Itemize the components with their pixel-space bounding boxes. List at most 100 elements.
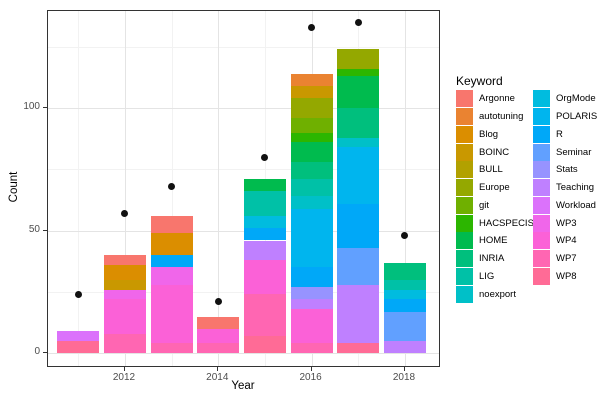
y-axis-title: Count: [8, 171, 20, 203]
legend-label-Europe: Europe: [479, 182, 510, 194]
bar-segment-2015-WP7: [243, 294, 286, 337]
legend-label-Argonne: Argonne: [479, 93, 515, 105]
bar-segment-2016-HACSPECIS: [290, 132, 333, 143]
x-tick-mark: [403, 367, 405, 371]
legend-item-noexport: noexport: [456, 285, 534, 303]
bar-segment-2014-WP4: [197, 328, 240, 344]
bar-segment-2018-Seminar: [383, 311, 426, 342]
total-point-2015: [261, 153, 269, 161]
legend-item-INRIA: INRIA: [456, 250, 534, 268]
legend-swatch-Europe: [456, 179, 473, 197]
y-minor-gridline: [48, 169, 439, 171]
bar-segment-2015-WP4: [243, 260, 286, 295]
legend-label-WP4: WP4: [556, 235, 577, 247]
legend-label-git: git: [479, 199, 490, 211]
legend-column-2: OrgMode POLARIS R Seminar Stats Teaching Workl…: [533, 90, 597, 285]
y-minor-gridline: [48, 292, 439, 293]
y-tick-label: 0: [34, 346, 40, 358]
bar-segment-2017-HOME: [337, 76, 380, 109]
legend-swatch-WP4: [533, 232, 550, 250]
bar-segment-2013-WP7: [150, 343, 193, 354]
bar-segment-2017-Seminar: [337, 247, 380, 285]
legend-item-WP7: WP7: [533, 250, 597, 268]
bar-segment-2012-WP3: [103, 289, 146, 300]
legend-swatch-HOME: [456, 232, 473, 250]
bar-segment-2016-Stats: [290, 287, 333, 300]
bar-segment-2017-INRIA: [337, 108, 380, 138]
legend-item-R: R: [533, 125, 597, 144]
legend-swatch-Argonne: [456, 90, 473, 108]
legend-item-Workload: Workload: [533, 196, 597, 215]
legend-label-BULL: BULL: [479, 164, 503, 176]
legend-label-Workload: Workload: [556, 199, 596, 211]
bar-segment-2013-WP4: [150, 284, 193, 344]
legend-swatch-OrgMode: [533, 90, 550, 108]
y-major-gridline: [48, 353, 439, 355]
legend-label-INRIA: INRIA: [479, 253, 505, 265]
bar-segment-2012-Argonne: [103, 255, 146, 266]
x-major-gridline: [124, 11, 126, 366]
legend-item-POLARIS: POLARIS: [533, 108, 597, 126]
y-tick-mark: [43, 229, 47, 231]
y-minor-gridline: [48, 46, 439, 48]
legend-swatch-git: [456, 196, 473, 214]
bar-segment-2011-Workload: [57, 331, 100, 342]
bar-segment-2013-Blog: [150, 233, 193, 256]
legend-swatch-Stats: [533, 161, 550, 179]
legend-label-OrgMode: OrgMode: [556, 93, 596, 105]
bar-segment-2016-R: [290, 267, 333, 288]
legend-label-Teaching: Teaching: [556, 182, 595, 194]
legend-item-Teaching: Teaching: [533, 179, 597, 197]
y-tick-label: 100: [23, 101, 40, 113]
bar-segment-2016-WP7: [290, 343, 333, 354]
bar-segment-2013-WP3: [150, 267, 193, 285]
plot-panel: [47, 10, 440, 367]
legend-label-noexport: noexport: [479, 288, 516, 300]
bar-segment-2016-BOINC: [290, 86, 333, 99]
x-tick-mark: [123, 367, 125, 371]
legend-item-BOINC: BOINC: [456, 143, 534, 161]
legend-item-Blog: Blog: [456, 125, 534, 144]
legend-label-Stats: Stats: [556, 164, 578, 176]
bar-segment-2016-LIG: [290, 179, 333, 197]
bar-segment-2016-noexport: [290, 196, 333, 209]
total-point-2017: [354, 18, 362, 26]
y-major-gridline: [48, 230, 439, 232]
legend-item-Stats: Stats: [533, 161, 597, 179]
legend-label-WP8: WP8: [556, 270, 577, 282]
legend-item-OrgMode: OrgMode: [533, 90, 597, 108]
legend-swatch-Seminar: [533, 143, 550, 161]
bar-segment-2013-R: [150, 255, 193, 268]
bar-segment-2018-R: [383, 299, 426, 312]
total-point-2014: [214, 298, 222, 306]
legend-swatch-Teaching: [533, 179, 550, 197]
bar-segment-2011-WP8: [57, 341, 100, 354]
bar-segment-2015-HOME: [243, 179, 286, 192]
y-tick-mark: [43, 352, 47, 354]
legend-swatch-WP3: [533, 214, 550, 232]
legend-label-WP7: WP7: [556, 253, 577, 265]
y-tick-mark: [43, 107, 47, 109]
bar-segment-2016-INRIA: [290, 162, 333, 180]
bar-segment-2012-WP4: [103, 299, 146, 334]
bar-segment-2015-OrgMode: [243, 215, 286, 229]
legend-swatch-Blog: [456, 125, 473, 143]
legend-label-Blog: Blog: [479, 128, 499, 140]
bar-segment-2017-WP8: [337, 343, 380, 354]
bar-segment-2012-WP7: [103, 333, 146, 354]
legend-swatch-autotuning: [456, 108, 473, 126]
legend-label-HOME: HOME: [479, 235, 508, 247]
bar-segment-2018-Teaching: [383, 341, 426, 354]
legend-swatch-WP8: [533, 267, 550, 285]
total-point-2011: [74, 290, 82, 298]
bar-segment-2012-BOINC: [103, 279, 146, 290]
legend-label-WP3: WP3: [556, 217, 577, 229]
bar-segment-2017-noexport: [337, 137, 380, 148]
legend-swatch-noexport: [456, 285, 473, 303]
x-major-gridline: [404, 11, 406, 366]
total-point-2013: [168, 183, 176, 191]
legend-swatch-BULL: [456, 161, 473, 179]
legend-item-Seminar: Seminar: [533, 143, 597, 161]
legend-column-1: Argonne autotuning Blog BOINC BULL Europe git H…: [456, 90, 534, 303]
